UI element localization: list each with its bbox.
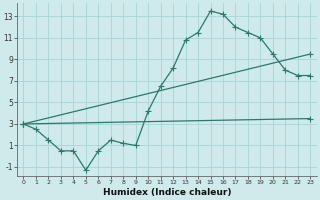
X-axis label: Humidex (Indice chaleur): Humidex (Indice chaleur) (103, 188, 231, 197)
